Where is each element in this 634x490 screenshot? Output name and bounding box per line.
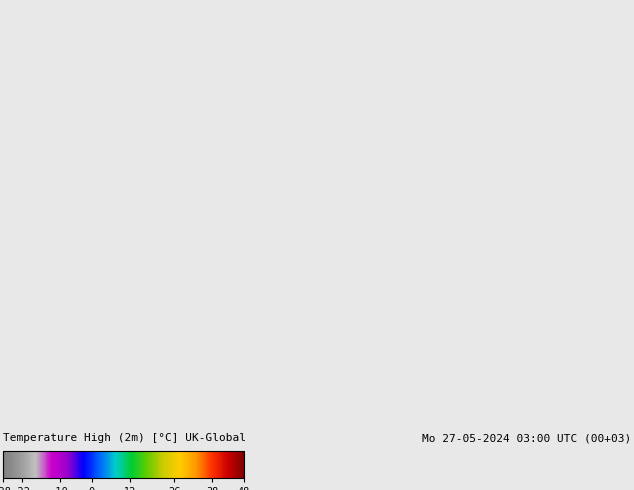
Text: Mo 27-05-2024 03:00 UTC (00+03): Mo 27-05-2024 03:00 UTC (00+03) xyxy=(422,434,631,443)
Text: Temperature High (2m) [°C] UK-Global: Temperature High (2m) [°C] UK-Global xyxy=(3,434,246,443)
